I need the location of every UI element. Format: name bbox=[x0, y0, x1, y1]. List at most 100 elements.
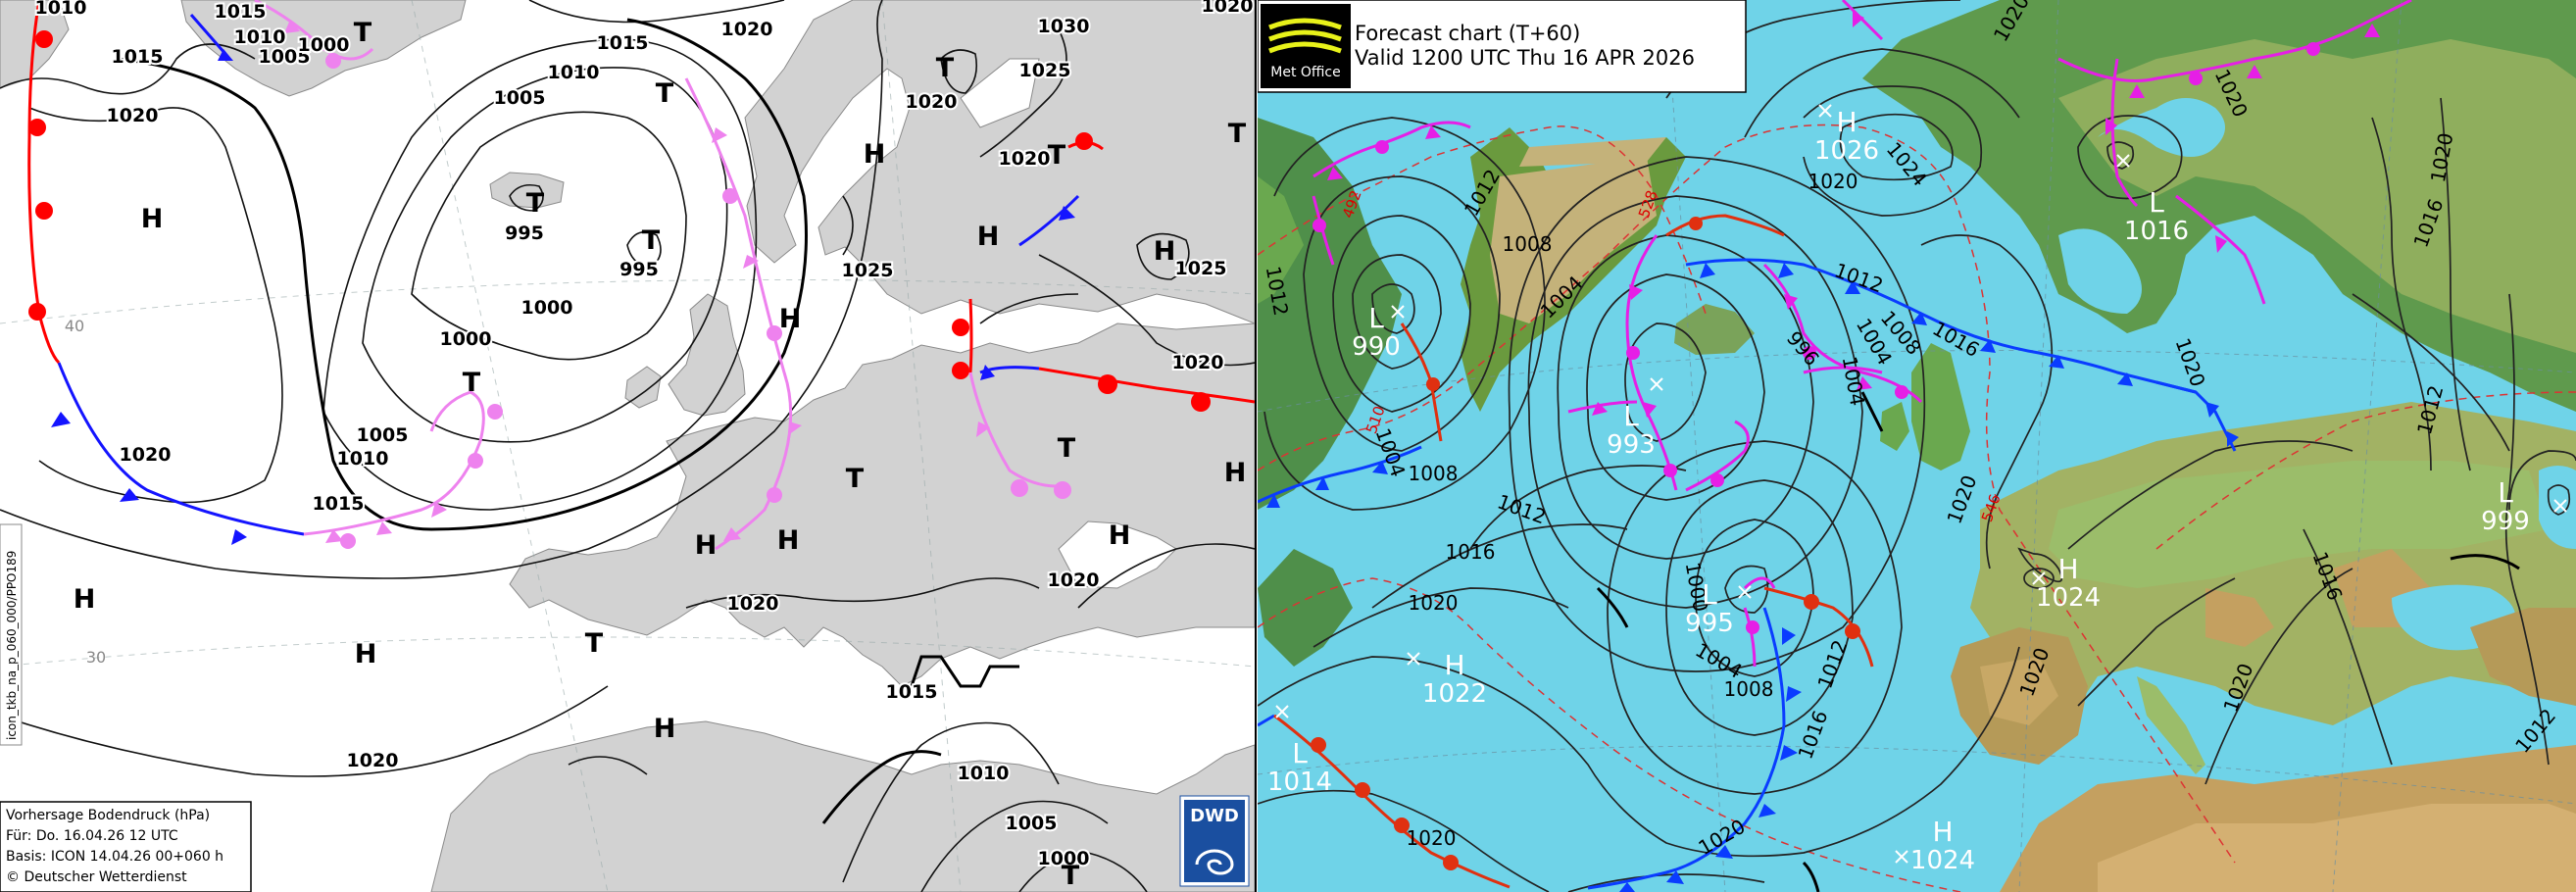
dwd-land bbox=[0, 0, 1255, 892]
mo-pressure-centers: H1026L990L993L1016L995H1024H1022L1014H10… bbox=[1267, 104, 2567, 875]
mo-center-pressure: 1024 bbox=[1910, 846, 1975, 875]
mo-isobar-label: 1020 bbox=[1409, 591, 1459, 615]
dwd-cold-front-atlantic bbox=[51, 14, 1080, 545]
mo-center-letter: H bbox=[1444, 649, 1464, 681]
dwd-isobar-label: 1010 bbox=[548, 62, 600, 83]
dwd-latitude-label: 30 bbox=[86, 648, 106, 667]
dwd-isobar-label: 1015 bbox=[215, 1, 267, 23]
dwd-high-center: H bbox=[777, 525, 800, 556]
dwd-info-line-4: © Deutscher Wetterdienst bbox=[6, 869, 187, 885]
mo-center-cross-icon bbox=[1275, 705, 1289, 719]
dwd-isobar-label: 1010 bbox=[35, 0, 87, 19]
dwd-isobars bbox=[0, 0, 1255, 892]
dwd-isobar-label: 1005 bbox=[494, 87, 546, 109]
mo-center-letter: H bbox=[2057, 553, 2078, 585]
mo-chart-valid-time: Valid 1200 UTC Thu 16 APR 2026 bbox=[1355, 46, 1695, 70]
dwd-logo: DWD bbox=[1179, 795, 1250, 887]
dwd-high-center: H bbox=[1109, 520, 1131, 551]
dwd-info-line-1: Vorhersage Bodendruck (hPa) bbox=[6, 808, 210, 823]
dwd-graticule bbox=[0, 0, 1255, 892]
mo-center-cross-icon bbox=[1407, 652, 1420, 666]
dwd-isobar-label: 1000 bbox=[1038, 848, 1090, 869]
dwd-side-text-box: icon_tkb_na_p_060_000/PPO189 bbox=[0, 523, 23, 746]
dwd-isobar-label: 1020 bbox=[721, 19, 773, 40]
dwd-high-center: H bbox=[654, 714, 676, 744]
mo-isobar-label: 1008 bbox=[1503, 232, 1553, 256]
dwd-high-center: H bbox=[977, 222, 1000, 252]
dwd-isobar-label: 1020 bbox=[1048, 570, 1100, 591]
mo-center-letter: H bbox=[1836, 106, 1857, 138]
metoffice-logo-text: Met Office bbox=[1270, 65, 1341, 80]
mo-center-pressure: 990 bbox=[1352, 332, 1401, 362]
dwd-high-center: H bbox=[74, 584, 96, 615]
mo-center-cross-icon bbox=[1818, 104, 1832, 118]
dwd-high-center: H bbox=[864, 139, 886, 170]
dwd-latitude-label: 40 bbox=[65, 317, 84, 335]
dwd-low-center: T bbox=[846, 464, 865, 494]
dwd-occluded-fronts bbox=[254, 0, 1071, 551]
dwd-isobar-label: 1025 bbox=[1175, 258, 1227, 279]
dwd-grid-labels: 40 30 bbox=[65, 317, 106, 667]
dwd-low-center: T bbox=[936, 53, 955, 83]
dwd-isobar-label: 1000 bbox=[521, 297, 573, 319]
dwd-high-center: H bbox=[779, 304, 802, 334]
mo-header: Met Office Forecast chart (T+60) Valid 1… bbox=[1258, 0, 1747, 93]
dwd-isobar-label: 1015 bbox=[112, 46, 164, 68]
mo-occluded-fronts bbox=[1312, 0, 2412, 668]
mo-center-cross-icon bbox=[2032, 571, 2046, 585]
dwd-low-center: T bbox=[656, 78, 674, 109]
mo-land bbox=[1258, 0, 2576, 892]
mo-center-letter: L bbox=[1368, 302, 1384, 334]
dwd-isobar-label: 1025 bbox=[1019, 60, 1071, 81]
mo-cold-fronts bbox=[1258, 258, 2239, 892]
mo-warm-fronts bbox=[1273, 214, 1874, 889]
mo-center-letter: L bbox=[1623, 400, 1639, 432]
dwd-low-center: T bbox=[526, 188, 545, 219]
mo-troughs bbox=[1596, 391, 2520, 892]
dwd-info-line-2: Für: Do. 16.04.26 12 UTC bbox=[6, 828, 178, 844]
mo-center-cross-icon bbox=[1895, 850, 1908, 864]
mo-center-letter: L bbox=[2498, 476, 2513, 509]
mo-center-letter: L bbox=[1702, 578, 1717, 611]
mo-center-letter: H bbox=[1932, 816, 1953, 848]
mo-center-pressure: 999 bbox=[2481, 507, 2530, 536]
dwd-isobar-label: 1000 bbox=[298, 34, 350, 56]
dwd-isobar-label: 1020 bbox=[120, 444, 172, 466]
mo-center-pressure: 993 bbox=[1607, 430, 1656, 460]
mo-center-pressure: 1014 bbox=[1267, 768, 1332, 797]
dwd-isobar-label: 1020 bbox=[906, 91, 958, 113]
mo-isobar-label: 1016 bbox=[1446, 540, 1496, 564]
dwd-isobar-label: 1015 bbox=[886, 681, 938, 703]
dwd-low-center: T bbox=[642, 225, 661, 256]
mo-isobar-label: 1008 bbox=[1409, 462, 1459, 485]
dwd-low-center: T bbox=[463, 368, 481, 398]
dwd-low-center: T bbox=[1058, 433, 1076, 464]
dwd-isobar-label: 1005 bbox=[1006, 813, 1058, 834]
dwd-isobar-label: 1030 bbox=[1038, 16, 1090, 37]
dwd-isobar-label: 1010 bbox=[337, 448, 389, 470]
dwd-side-text: icon_tkb_na_p_060_000/PPO189 bbox=[5, 551, 19, 740]
mo-chart-title: Forecast chart (T+60) bbox=[1355, 22, 1580, 45]
dwd-isobar-label: 1010 bbox=[234, 26, 286, 48]
dwd-high-center: H bbox=[1224, 458, 1247, 488]
mo-thickness-lines bbox=[1258, 124, 2576, 892]
dwd-isobar-label: 995 bbox=[619, 259, 659, 280]
dwd-isobar-label: 1025 bbox=[842, 260, 894, 281]
dwd-isobar-label: 1000 bbox=[440, 328, 492, 350]
dwd-low-center: T bbox=[1228, 119, 1247, 149]
dwd-isobar-label: 1005 bbox=[357, 424, 409, 446]
dwd-main-isobar bbox=[117, 18, 1019, 824]
dwd-low-center: T bbox=[1048, 140, 1066, 171]
mo-center-cross-icon bbox=[1391, 305, 1405, 319]
dwd-isobar-label: 1015 bbox=[313, 493, 365, 515]
dwd-high-center: H bbox=[141, 204, 164, 234]
